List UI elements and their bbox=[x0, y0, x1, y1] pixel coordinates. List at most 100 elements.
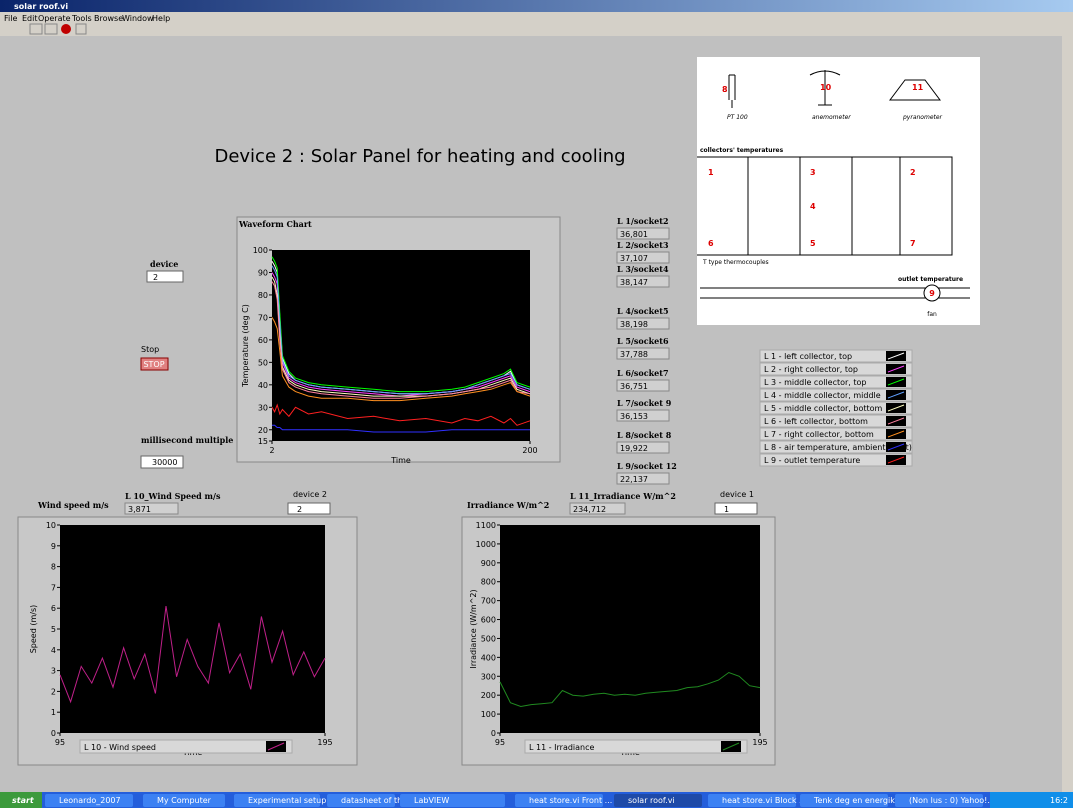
y-tick-label: 8 bbox=[51, 563, 56, 572]
y-tick-label: 20 bbox=[258, 426, 268, 435]
control-label: Stop bbox=[141, 345, 159, 354]
y-tick-label: 6 bbox=[51, 604, 56, 613]
task-label: LabVIEW bbox=[414, 796, 449, 805]
indicator-label: L 4/socket5 bbox=[617, 306, 669, 316]
x-tick-label: 195 bbox=[752, 738, 767, 747]
y-tick-label: 800 bbox=[481, 578, 496, 587]
fan-label: fan bbox=[927, 311, 937, 318]
y-axis-label: Speed (m/s) bbox=[29, 605, 38, 654]
indicator-label: L 2/socket3 bbox=[617, 240, 669, 250]
start-label: start bbox=[12, 796, 35, 805]
y-tick-label: 0 bbox=[51, 729, 56, 738]
y-tick-label: 500 bbox=[481, 634, 496, 643]
pause-button[interactable] bbox=[76, 24, 86, 34]
y-tick-label: 300 bbox=[481, 672, 496, 681]
legend-label: L 5 - middle collector, bottom bbox=[764, 404, 883, 413]
legend-label: L 6 - left collector, bottom bbox=[764, 417, 868, 426]
thermocouple: 5 bbox=[810, 239, 816, 248]
button-label: STOP bbox=[143, 360, 164, 369]
control-label: device bbox=[150, 259, 178, 269]
y-tick-label: 70 bbox=[258, 313, 268, 322]
thermocouple: 3 bbox=[810, 168, 816, 177]
panel-title: Device 2 : Solar Panel for heating and c… bbox=[214, 146, 625, 167]
y-tick-label: 80 bbox=[258, 291, 268, 300]
y-tick-label: 3 bbox=[51, 667, 56, 676]
indicator-value: 3,871 bbox=[128, 505, 151, 514]
legend-label: L 4 - middle collector, middle bbox=[764, 391, 881, 400]
y-tick-label: 50 bbox=[258, 358, 268, 367]
plot-area bbox=[60, 525, 325, 733]
task-items: Leonardo_2007My ComputerExperimental set… bbox=[45, 794, 995, 807]
x-tick-label: 200 bbox=[522, 446, 537, 455]
control-value: 1 bbox=[724, 505, 729, 514]
task-label: Leonardo_2007 bbox=[59, 796, 121, 805]
x-axis-label: Time bbox=[390, 456, 411, 465]
run-button[interactable] bbox=[30, 24, 42, 34]
plot-area bbox=[500, 525, 760, 733]
y-tick-label: 60 bbox=[258, 336, 268, 345]
menu-item[interactable]: Tools bbox=[71, 14, 92, 23]
abort-button[interactable] bbox=[61, 24, 71, 34]
thermocouple: 4 bbox=[810, 202, 816, 211]
y-tick-label: 100 bbox=[253, 246, 268, 255]
y-tick-label: 700 bbox=[481, 597, 496, 606]
task-label: (Non lus : 0) Yahoo!... bbox=[909, 796, 995, 805]
run-continuous-button[interactable] bbox=[45, 24, 57, 34]
screen: solar roof.vi File EditOperateToolsBrowse… bbox=[0, 0, 1073, 808]
y-tick-label: 100 bbox=[481, 710, 496, 719]
control-label: millisecond multiple bbox=[141, 435, 233, 445]
y-tick-label: 0 bbox=[491, 729, 496, 738]
sensor-name: anemometer bbox=[812, 114, 851, 121]
legend-label: L 3 - middle collector, top bbox=[764, 378, 867, 387]
task-label: Tenk deg en energik... bbox=[813, 796, 902, 805]
indicator-value: 38,198 bbox=[620, 320, 648, 329]
menu-item[interactable]: Help bbox=[152, 14, 170, 23]
device-control[interactable] bbox=[715, 503, 757, 514]
control-value: 30000 bbox=[152, 458, 177, 467]
sensor-diagram: 8 10 11 PT 100 anemometer pyranometer co… bbox=[697, 57, 980, 325]
y-tick-label: 30 bbox=[258, 403, 268, 412]
sensor-name: PT 100 bbox=[727, 114, 748, 121]
chart-label: Irradiance W/m^2 bbox=[467, 500, 549, 510]
x-tick-label: 195 bbox=[317, 738, 332, 747]
diagram-heading: collectors' temperatures bbox=[700, 147, 784, 154]
menu-item[interactable]: Operate bbox=[38, 14, 71, 23]
diagram-heading: outlet temperature bbox=[898, 276, 963, 283]
clock: 16:2 bbox=[1050, 796, 1068, 805]
y-tick-label: 7 bbox=[51, 583, 56, 592]
sensor-number: 9 bbox=[929, 289, 935, 298]
task-label: My Computer bbox=[157, 796, 212, 805]
y-tick-label: 1000 bbox=[476, 540, 496, 549]
control-label: device 1 bbox=[720, 490, 754, 499]
window-title: solar roof.vi bbox=[14, 2, 68, 11]
control-value: 2 bbox=[297, 505, 302, 514]
y-tick-label: 5 bbox=[51, 625, 56, 634]
indicator-label: L 1/socket2 bbox=[617, 216, 669, 226]
y-tick-label: 2 bbox=[51, 687, 56, 696]
x-tick-label: 95 bbox=[495, 738, 505, 747]
menu-item[interactable]: Window bbox=[122, 14, 154, 23]
thermocouple: 1 bbox=[708, 168, 714, 177]
device-control[interactable] bbox=[288, 503, 330, 514]
indicator-value: 19,922 bbox=[620, 444, 648, 453]
menu-bar: File EditOperateToolsBrowseWindowHelp bbox=[4, 14, 170, 23]
sensor-number: 8 bbox=[722, 85, 728, 94]
menu-item[interactable]: Edit bbox=[22, 14, 38, 23]
legend-label: L 7 - right collector, bottom bbox=[764, 430, 874, 439]
y-tick-label: 400 bbox=[481, 653, 496, 662]
indicator-value: 22,137 bbox=[620, 475, 648, 484]
page: solar roof.vi File EditOperateToolsBrowse… bbox=[0, 0, 1073, 808]
sensor-number: 10 bbox=[820, 83, 832, 92]
indicator-value: 36,153 bbox=[620, 412, 648, 421]
menu-item[interactable]: Browse bbox=[94, 14, 123, 23]
scrollbar[interactable] bbox=[1062, 36, 1073, 792]
indicator-label: L 10_Wind Speed m/s bbox=[125, 491, 221, 501]
y-axis-label: Irradiance (W/m^2) bbox=[469, 589, 478, 668]
menu-item[interactable]: File bbox=[4, 14, 17, 23]
legend-label: L 1 - left collector, top bbox=[764, 352, 852, 361]
indicator-value: 38,147 bbox=[620, 278, 648, 287]
plot-area bbox=[272, 250, 530, 441]
control-value: 2 bbox=[153, 273, 158, 282]
indicator-label: L 6/socket7 bbox=[617, 368, 669, 378]
x-tick-label: 2 bbox=[269, 446, 274, 455]
